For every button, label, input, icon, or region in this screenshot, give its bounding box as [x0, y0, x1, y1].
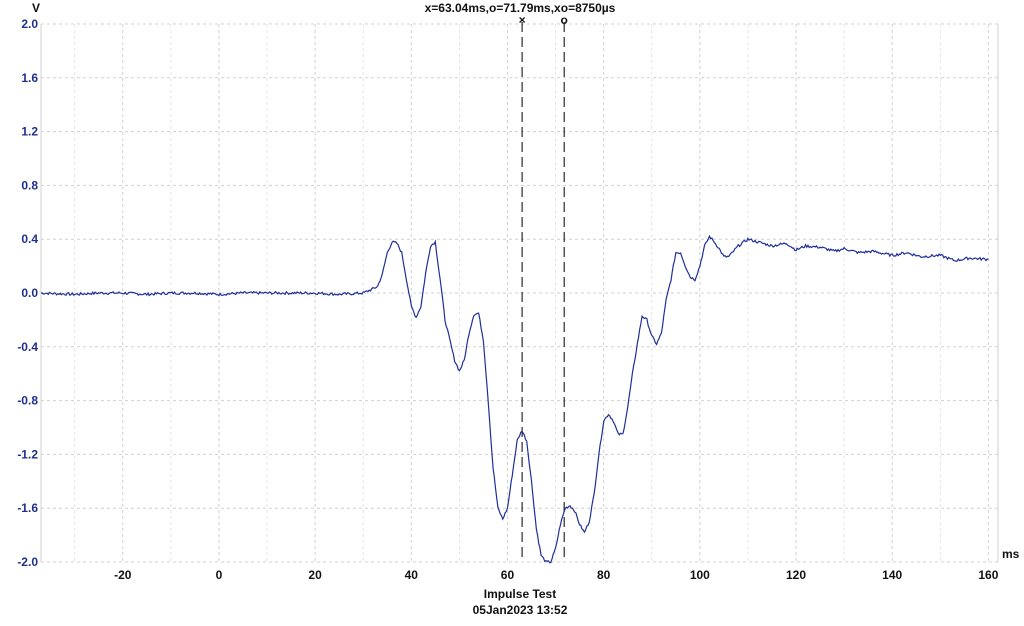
x-tick-label: 60 [501, 568, 515, 582]
x-tick-label: 160 [978, 568, 998, 582]
x-tick-label: 0 [216, 568, 223, 582]
cursor-marker[interactable]: o [561, 13, 568, 27]
y-tick-label: 1.6 [21, 71, 38, 85]
x-tick-label: 120 [786, 568, 806, 582]
y-tick-label: 0.4 [21, 232, 38, 246]
x-axis-ticks: -20 0 20 40 60 80 100 120 140 160 [114, 568, 999, 582]
cursor-marker[interactable]: × [519, 13, 526, 27]
x-axis-unit: ms [1002, 547, 1020, 561]
x-tick-label: -20 [114, 568, 132, 582]
cursor-readout: x=63.04ms,o=71.79ms,xo=8750µs [425, 1, 616, 15]
x-tick-label: 40 [405, 568, 419, 582]
y-tick-label: 2.0 [21, 17, 38, 31]
y-tick-label: -0.8 [17, 394, 38, 408]
y-tick-label: -2.0 [17, 555, 38, 569]
y-tick-label: -1.2 [17, 447, 38, 461]
x-tick-label: 20 [308, 568, 322, 582]
x-tick-label: 80 [597, 568, 611, 582]
y-tick-label: 1.2 [21, 125, 38, 139]
y-tick-label: -1.6 [17, 501, 38, 515]
footer-title: Impulse Test [484, 587, 556, 601]
footer-timestamp: 05Jan2023 13:52 [473, 603, 568, 617]
x-tick-label: 140 [882, 568, 902, 582]
x-tick-label: 100 [690, 568, 710, 582]
y-tick-label: 0.0 [21, 286, 38, 300]
cursor-lines[interactable]: × o [519, 13, 568, 562]
y-axis-unit: V [32, 1, 40, 15]
series-trace [40, 234, 989, 564]
y-axis-ticks: 2.0 1.6 1.2 0.8 0.4 0.0 -0.4 -0.8 -1.2 -1.6 -2.0 [17, 17, 38, 569]
y-tick-label: 0.8 [21, 178, 38, 192]
y-tick-label: -0.4 [17, 340, 38, 354]
